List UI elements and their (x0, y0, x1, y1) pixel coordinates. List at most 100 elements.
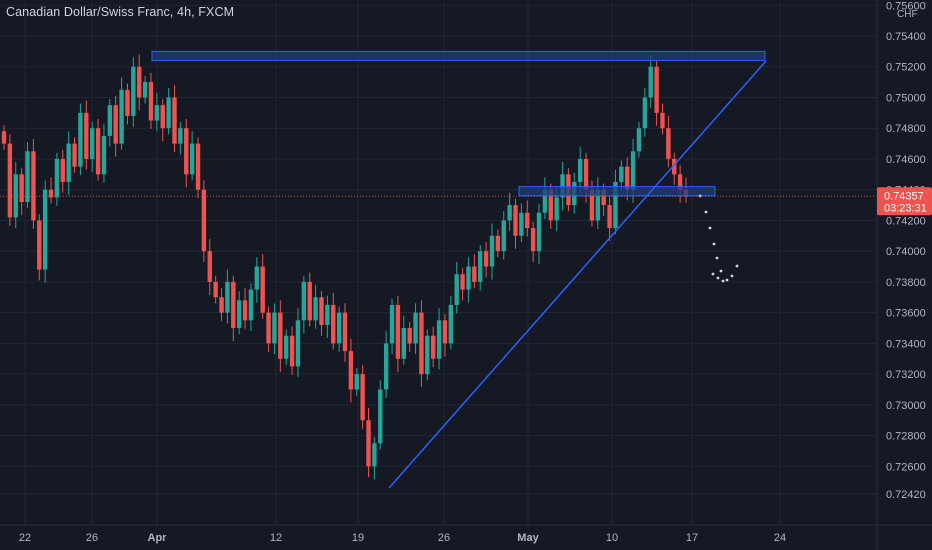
currency-label: CHF (897, 9, 918, 20)
candle (454, 274, 459, 305)
support-zone[interactable] (518, 186, 716, 197)
drawings[interactable] (151, 50, 767, 489)
projection-dot (708, 226, 712, 230)
candle (225, 281, 230, 313)
candle (148, 82, 154, 121)
candle (266, 312, 271, 344)
candle (84, 112, 89, 159)
candle (295, 320, 301, 367)
y-tick-label: 0.73000 (886, 400, 926, 412)
candle (383, 343, 389, 390)
candle (366, 420, 371, 467)
projection-dot (719, 269, 723, 273)
y-tick-label: 0.74800 (886, 123, 926, 135)
y-tick-label: 0.73800 (886, 277, 926, 289)
candle (37, 220, 42, 270)
candle (613, 182, 618, 229)
candle (577, 158, 583, 183)
candle (254, 266, 260, 290)
candle (401, 328, 406, 359)
projection-dot (730, 274, 734, 278)
x-tick-label: 19 (352, 532, 364, 544)
candle (636, 128, 642, 152)
y-tick-label: 0.72420 (886, 489, 926, 501)
candle (54, 158, 60, 198)
y-tick-label: 0.75400 (886, 31, 926, 43)
projection-dot (712, 242, 716, 246)
candle (489, 235, 495, 267)
candle (178, 128, 183, 144)
candle (495, 235, 501, 252)
x-tick-label: 10 (606, 532, 618, 544)
candle (483, 251, 489, 267)
candle (172, 97, 177, 144)
candle (325, 304, 330, 325)
projection-dot (725, 278, 729, 282)
candle (583, 158, 589, 190)
time-axis[interactable]: 22 26 Apr 12 19 26 May 10 17 24 (0, 524, 932, 544)
candle (554, 197, 559, 221)
trendline[interactable] (388, 60, 767, 489)
candle (342, 312, 348, 352)
candle (425, 335, 430, 375)
y-tick-label: 0.75000 (886, 92, 926, 104)
x-tick-label: 26 (86, 532, 98, 544)
chart-title: Canadian Dollar/Swiss Franc, 4h, FXCM (6, 5, 235, 19)
projection-dot (715, 256, 719, 260)
grid (0, 0, 877, 525)
candle (236, 300, 242, 329)
candle (354, 374, 359, 390)
candle (125, 89, 130, 116)
candle (460, 274, 465, 290)
candle (672, 158, 677, 175)
candle (131, 66, 136, 116)
candle (436, 320, 442, 359)
candle (448, 304, 454, 344)
candle (630, 151, 636, 190)
price-axis[interactable]: 0.75600 0.75400 0.75200 0.75000 0.74800 0.746… (876, 0, 932, 550)
candle (142, 82, 148, 98)
candle (507, 205, 512, 221)
x-tick-label: Apr (148, 532, 168, 544)
candle (184, 128, 189, 175)
candle (207, 251, 212, 282)
candle (160, 105, 165, 129)
resistance-zone[interactable] (151, 50, 766, 62)
y-tick-label: 0.73400 (886, 338, 926, 350)
candle (313, 297, 318, 321)
candle (525, 212, 530, 229)
candle (595, 189, 601, 221)
x-tick-label: 26 (438, 532, 450, 544)
y-tick-label: 0.72800 (886, 431, 926, 443)
candle (242, 300, 248, 321)
candle (419, 312, 424, 375)
candle (301, 281, 307, 321)
candle (284, 335, 289, 359)
y-tick-label: 0.73200 (886, 369, 926, 381)
candle (530, 228, 536, 252)
candle (307, 281, 312, 321)
candle (195, 143, 201, 190)
candle (666, 128, 671, 159)
candle (548, 189, 553, 221)
candle (348, 351, 354, 390)
candle (166, 97, 171, 129)
candle (442, 320, 448, 344)
candle (654, 66, 659, 113)
candle (648, 66, 653, 98)
candle (378, 389, 383, 444)
candle (66, 143, 71, 183)
candle (360, 374, 365, 421)
projection-dot (721, 279, 725, 283)
candle (19, 174, 24, 202)
candle (513, 205, 518, 236)
candle (101, 135, 107, 175)
y-tick-label: 0.75200 (886, 62, 926, 74)
candle (60, 158, 65, 183)
candle (536, 212, 542, 252)
projection-dot (716, 276, 720, 280)
candle (42, 189, 48, 270)
candle (395, 304, 401, 359)
